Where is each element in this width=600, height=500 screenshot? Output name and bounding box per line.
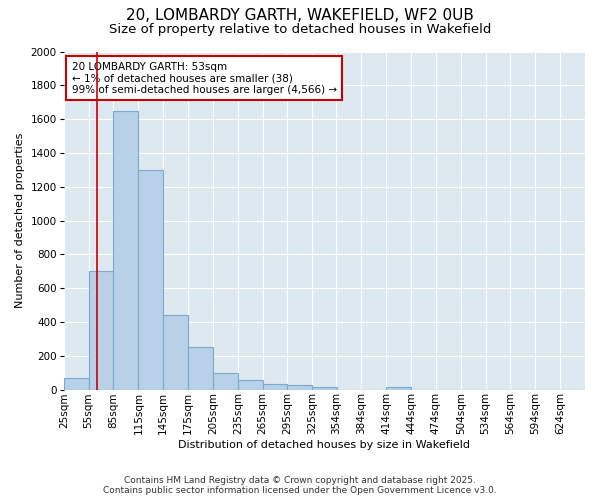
Text: Size of property relative to detached houses in Wakefield: Size of property relative to detached ho… <box>109 22 491 36</box>
Bar <box>89 271 113 390</box>
Text: 20, LOMBARDY GARTH, WAKEFIELD, WF2 0UB: 20, LOMBARDY GARTH, WAKEFIELD, WF2 0UB <box>126 8 474 22</box>
Bar <box>113 110 139 390</box>
Bar <box>287 386 313 390</box>
Bar <box>313 387 337 390</box>
Bar <box>163 315 188 390</box>
X-axis label: Distribution of detached houses by size in Wakefield: Distribution of detached houses by size … <box>178 440 470 450</box>
Bar <box>263 384 287 390</box>
Bar <box>386 387 411 390</box>
Text: Contains HM Land Registry data © Crown copyright and database right 2025.
Contai: Contains HM Land Registry data © Crown c… <box>103 476 497 495</box>
Bar <box>213 374 238 390</box>
Bar <box>188 348 213 390</box>
Y-axis label: Number of detached properties: Number of detached properties <box>15 133 25 308</box>
Bar <box>238 380 263 390</box>
Bar <box>139 170 163 390</box>
Text: 20 LOMBARDY GARTH: 53sqm
← 1% of detached houses are smaller (38)
99% of semi-de: 20 LOMBARDY GARTH: 53sqm ← 1% of detache… <box>71 62 337 95</box>
Bar <box>64 378 89 390</box>
